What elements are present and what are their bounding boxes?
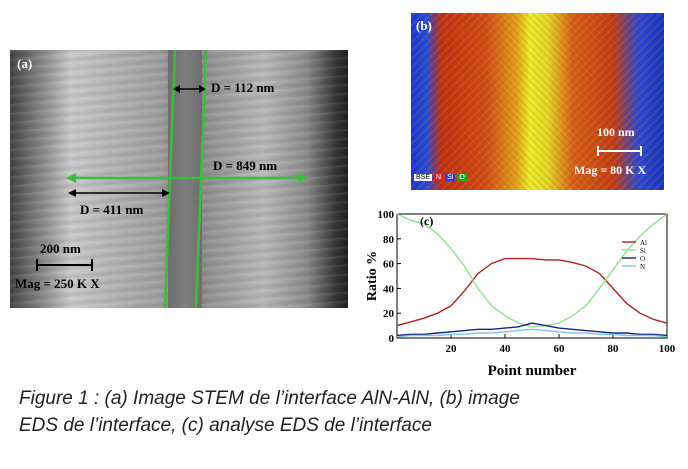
legend-si: Si — [445, 174, 456, 181]
label-d-849: D = 849 nm — [213, 158, 278, 173]
arrowhead-green-left — [66, 173, 76, 183]
caption-line-2: EDS de l’interface, (c) analyse EDS de l… — [19, 415, 432, 436]
x-tick-label: 20 — [446, 343, 458, 355]
magnification-a: Mag = 250 K X — [15, 276, 100, 291]
y-tick-label: 100 — [378, 209, 395, 221]
series-line-si — [396, 213, 668, 328]
y-axis-label: Ratio % — [365, 251, 380, 301]
x-axis-label: Point number — [488, 363, 577, 379]
caption-line-1: Figure 1 : (a) Image STEM de l’interface… — [19, 388, 520, 409]
arrowhead-green-right — [298, 173, 308, 183]
label-d-112: D = 112 nm — [211, 80, 275, 95]
label-d-411: D = 411 nm — [80, 202, 144, 217]
legend-label-al: Al — [640, 239, 647, 247]
series-line-o — [396, 322, 668, 337]
legend-o: O — [457, 174, 467, 181]
arrowhead-411-left — [68, 189, 76, 197]
arrowhead-411-right — [162, 189, 170, 197]
eds-texture — [411, 13, 664, 190]
scale-label-a: 200 nm — [40, 241, 81, 256]
legend-label-si: Si — [640, 247, 646, 255]
series-line-n — [396, 328, 668, 338]
x-tick-label: 80 — [608, 343, 620, 355]
legend-bse: BSE — [414, 174, 433, 181]
y-tick-label: 20 — [383, 308, 395, 320]
x-tick-label: 60 — [554, 343, 566, 355]
legend-label-n: N — [640, 263, 645, 271]
eds-overlay — [597, 146, 642, 156]
panel-b-letter: (b) — [416, 18, 432, 33]
chart-letter: (c) — [420, 214, 433, 228]
figure-caption: Figure 1 : (a) Image STEM de l’interface… — [19, 385, 679, 439]
stem-image-panel: (a) D = 112 nm D = 849 nm D = 411 nm 200… — [10, 50, 348, 308]
series-line-al — [396, 257, 668, 327]
arrowhead-112-left — [173, 85, 180, 93]
plot-frame — [396, 213, 668, 339]
x-tick-label: 40 — [500, 343, 512, 355]
panel-a-letter: (a) — [17, 56, 33, 71]
legend-n: N — [434, 174, 444, 181]
scale-label-b: 100 nm — [597, 125, 635, 139]
y-tick-label: 0 — [389, 333, 395, 345]
magnification-b: Mag = 80 K X — [574, 163, 647, 177]
y-tick-label: 40 — [383, 283, 395, 295]
legend-label-o: O — [640, 255, 645, 263]
x-tick-label: 100 — [659, 343, 676, 355]
y-tick-label: 80 — [383, 234, 395, 246]
eds-legend: BSE N Si O — [414, 174, 467, 181]
stem-overlay — [36, 50, 308, 308]
arrowhead-112-right — [199, 85, 206, 93]
eds-map-panel: (b) 100 nm Mag = 80 K X BSE N Si O — [411, 13, 664, 190]
y-tick-label: 60 — [383, 259, 395, 271]
